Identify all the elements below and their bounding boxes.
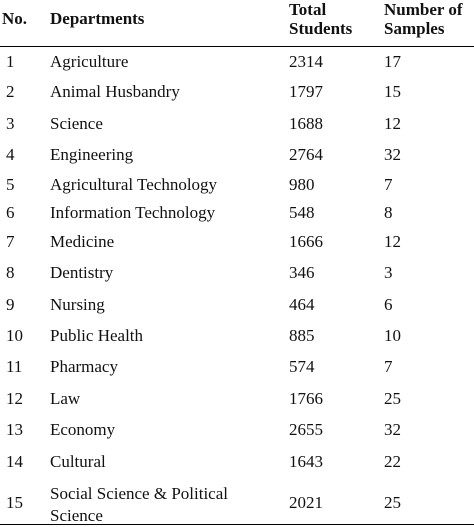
number-of-samples-value: 32 <box>384 145 401 164</box>
department-name: Law <box>50 389 81 408</box>
row-number: 7 <box>6 232 15 251</box>
number-of-samples-value: 12 <box>384 114 401 133</box>
number-of-samples-value: 7 <box>384 175 393 194</box>
header-no: No. <box>2 9 28 28</box>
row-number: 13 <box>6 420 23 439</box>
number-of-samples-value: 17 <box>384 52 401 71</box>
number-of-samples-value: 15 <box>384 82 401 101</box>
table-header: No. Departments Total Students Number of… <box>0 0 474 47</box>
total-students-value: 885 <box>289 326 315 345</box>
department-name: Social Science & Political Science <box>50 484 228 525</box>
number-of-samples-value: 22 <box>384 452 401 471</box>
number-of-samples-value: 25 <box>384 389 401 408</box>
row-number: 15 <box>6 493 23 512</box>
total-students-value: 2655 <box>289 420 323 439</box>
row-number: 11 <box>6 357 23 376</box>
department-name: Medicine <box>50 232 115 251</box>
number-of-samples-value: 8 <box>384 203 393 222</box>
row-number: 10 <box>6 326 23 345</box>
row-number: 9 <box>6 295 15 314</box>
header-total-students: Total Students <box>289 0 353 38</box>
header-number-of-samples: Number of Samples <box>384 0 463 38</box>
department-name: Nursing <box>50 295 105 314</box>
department-name: Cultural <box>50 452 106 471</box>
row-number: 5 <box>6 175 15 194</box>
number-of-samples-value: 25 <box>384 493 401 512</box>
number-of-samples-value: 12 <box>384 232 401 251</box>
department-name: Agricultural Technology <box>50 175 218 194</box>
row-number: 12 <box>6 389 23 408</box>
total-students-value: 1688 <box>289 114 323 133</box>
number-of-samples-value: 32 <box>384 420 401 439</box>
row-number: 4 <box>6 145 15 164</box>
department-name: Dentistry <box>50 263 114 282</box>
department-name: Economy <box>50 420 116 439</box>
total-students-value: 346 <box>289 263 315 282</box>
total-students-value: 1766 <box>289 389 323 408</box>
number-of-samples-value: 6 <box>384 295 393 314</box>
total-students-value: 1666 <box>289 232 323 251</box>
total-students-value: 2314 <box>289 52 323 71</box>
department-name: Public Health <box>50 326 144 345</box>
row-number: 1 <box>6 52 15 71</box>
row-number: 2 <box>6 82 15 101</box>
department-name: Information Technology <box>50 203 216 222</box>
row-number: 14 <box>6 452 23 471</box>
total-students-value: 548 <box>289 203 315 222</box>
header-departments: Departments <box>50 9 145 28</box>
number-of-samples-value: 7 <box>384 357 393 376</box>
total-students-value: 980 <box>289 175 315 194</box>
total-students-value: 2764 <box>289 145 323 164</box>
total-students-value: 464 <box>289 295 315 314</box>
number-of-samples-value: 3 <box>384 263 393 282</box>
total-students-value: 1797 <box>289 82 323 101</box>
department-name: Pharmacy <box>50 357 118 376</box>
number-of-samples-value: 10 <box>384 326 401 345</box>
row-number: 6 <box>6 203 15 222</box>
row-number: 3 <box>6 114 15 133</box>
department-name: Animal Husbandry <box>50 82 180 101</box>
total-students-value: 574 <box>289 357 315 376</box>
department-name: Science <box>50 114 103 133</box>
row-number: 8 <box>6 263 15 282</box>
total-students-value: 2021 <box>289 493 323 512</box>
department-name: Agriculture <box>50 52 129 71</box>
total-students-value: 1643 <box>289 452 323 471</box>
department-name: Engineering <box>50 145 134 164</box>
